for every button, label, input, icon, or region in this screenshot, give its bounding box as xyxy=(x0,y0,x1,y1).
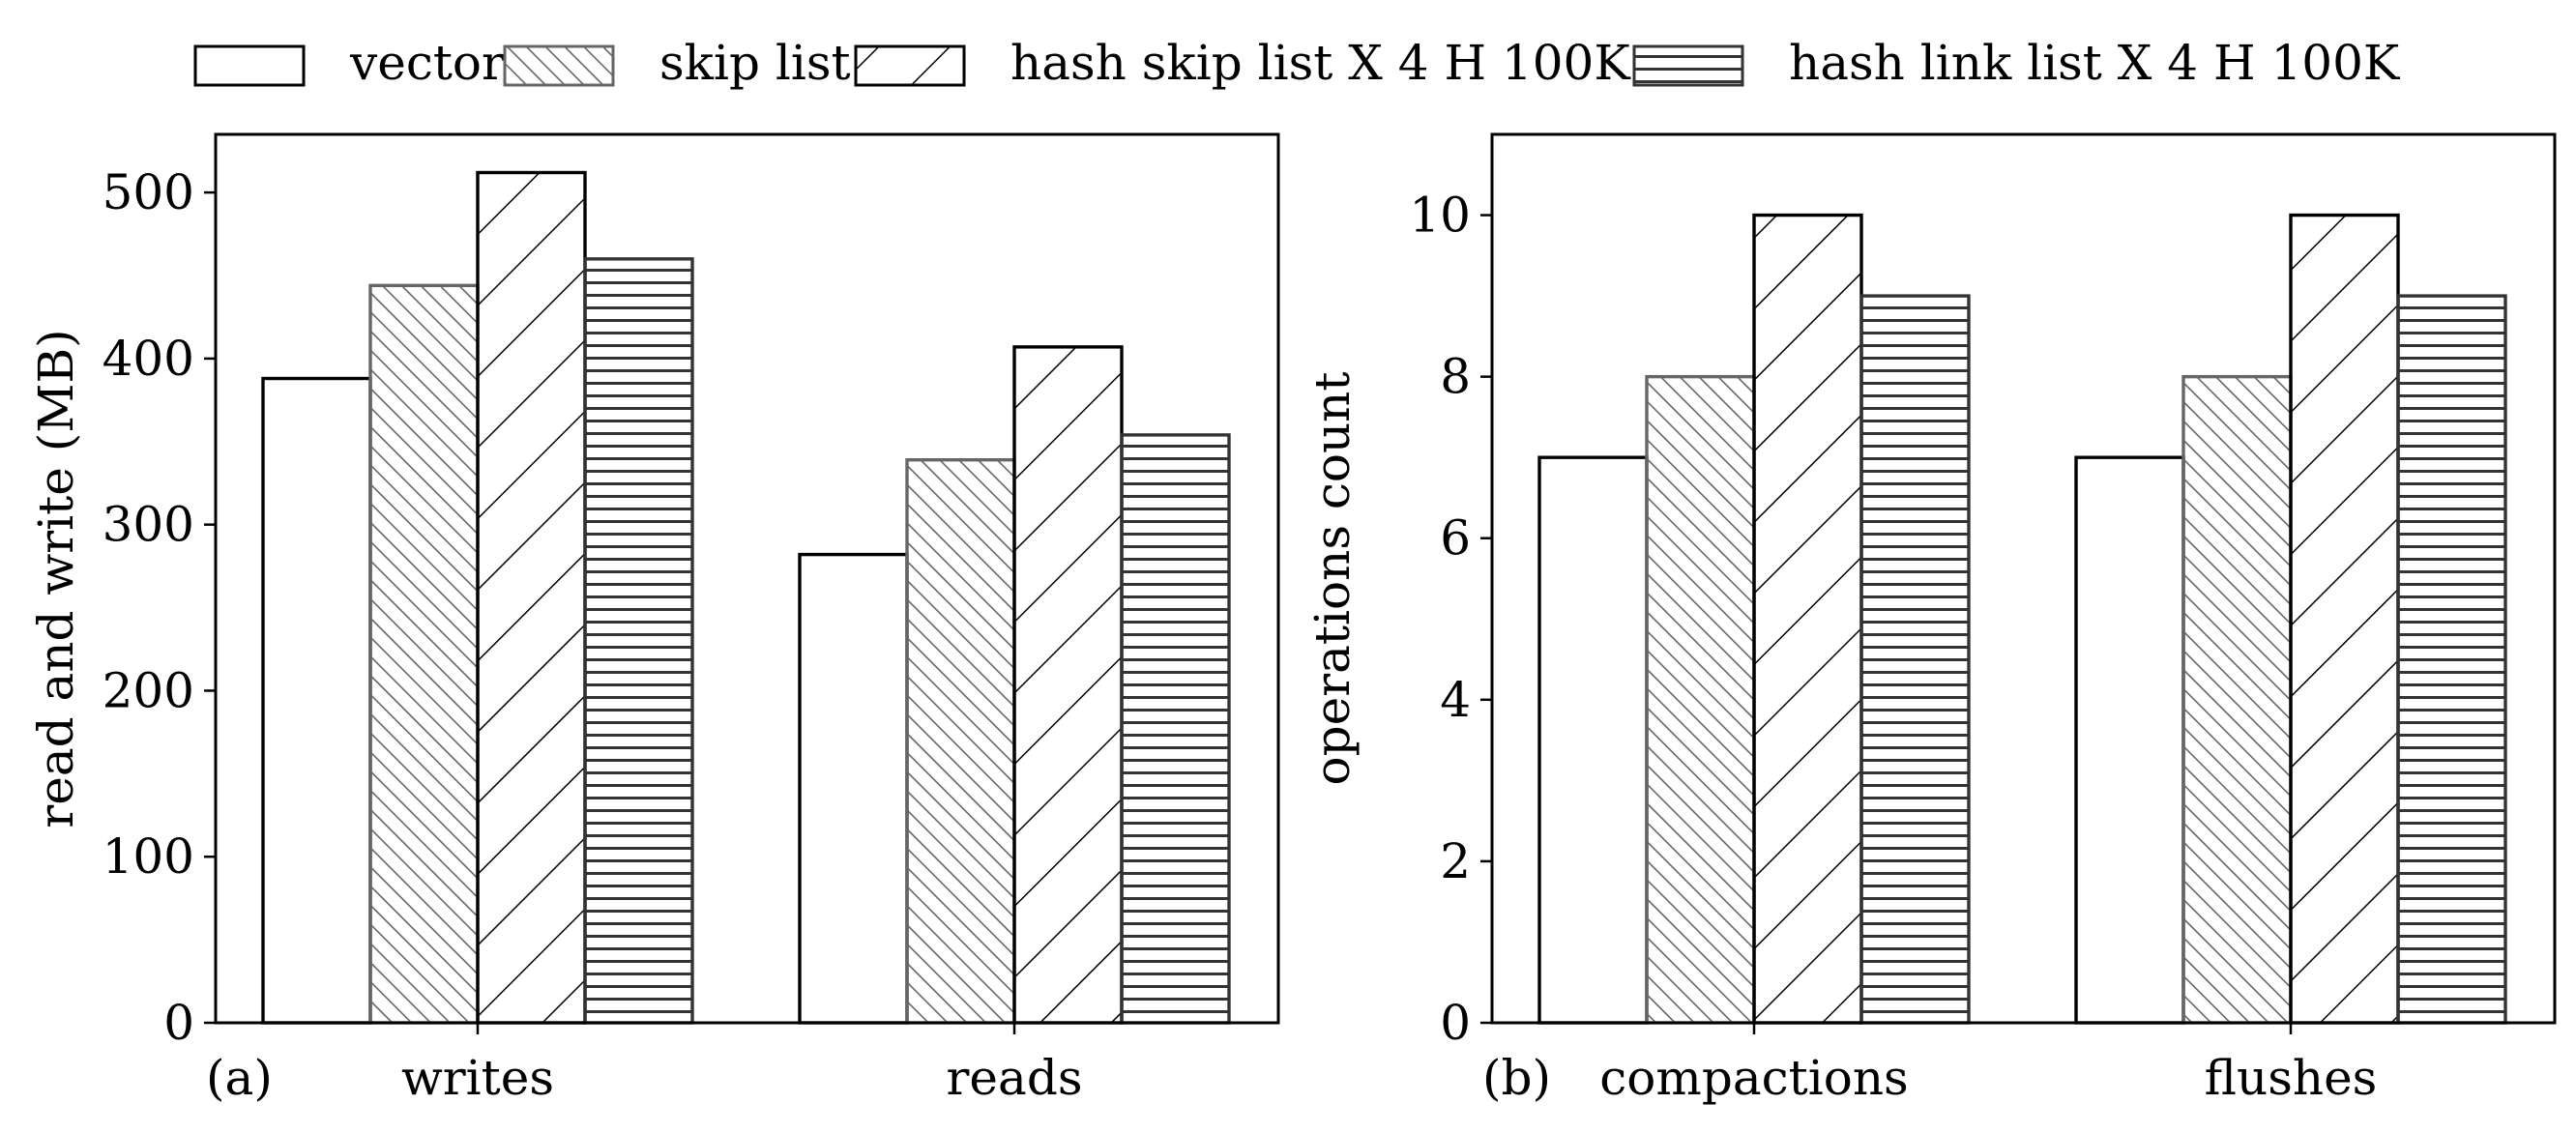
bar-writes-skip-list xyxy=(368,283,480,1025)
y-tick-label-400: 400 xyxy=(102,331,194,387)
legend-label-hash-link-list-x-4-h-100k: hash link list X 4 H 100K xyxy=(1789,35,2401,91)
category-label-flushes: flushes xyxy=(2205,1050,2378,1106)
bar-writes-hash-skip-list-x-4-h-100k xyxy=(476,170,587,1025)
category-label-compactions: compactions xyxy=(1599,1050,1908,1106)
bar-writes-vector xyxy=(261,376,372,1025)
y-tick-label-10: 10 xyxy=(1409,188,1471,244)
plot-frame xyxy=(214,132,1280,1025)
y-tick-label-4: 4 xyxy=(1440,672,1471,728)
legend-swatch-vector xyxy=(193,44,306,87)
panel-label: (a) xyxy=(206,1050,273,1106)
bar-compactions-vector xyxy=(1537,455,1649,1025)
y-tick-label-6: 6 xyxy=(1440,510,1471,566)
legend: vector skip list hash skip list X 4 H 100K… xyxy=(193,35,2401,91)
y-tick-label-100: 100 xyxy=(102,828,194,885)
bar-compactions-hash-link-list-x-4-h-100k xyxy=(1859,294,1971,1025)
y-tick-label-2: 2 xyxy=(1440,833,1471,889)
legend-label-hash-skip-list-x-4-h-100k: hash skip list X 4 H 100K xyxy=(1010,35,1631,91)
y-tick-label-0: 0 xyxy=(163,995,194,1051)
y-tick-label-300: 300 xyxy=(102,497,194,553)
panel-b: compactions flushes 0 2 4 6 8 10 operations coun… xyxy=(1304,132,2557,1106)
bar-flushes-skip-list xyxy=(2181,374,2293,1025)
bar-writes-hash-link-list-x-4-h-100k xyxy=(583,257,694,1025)
y-axis-label: read and write (MB) xyxy=(28,329,84,828)
bar-compactions-hash-skip-list-x-4-h-100k xyxy=(1752,213,1863,1025)
legend-label-vector: vector xyxy=(349,35,505,91)
y-tick-label-200: 200 xyxy=(102,662,194,718)
bar-compactions-skip-list xyxy=(1645,374,1756,1025)
bar-flushes-hash-skip-list-x-4-h-100k xyxy=(2289,213,2400,1025)
y-tick-label-8: 8 xyxy=(1440,349,1471,405)
legend-label-skip-list: skip list xyxy=(659,35,851,91)
legend-swatch-hash-link-list-x-4-h-100k xyxy=(1632,44,1744,87)
bar-reads-hash-skip-list-x-4-h-100k xyxy=(1012,345,1124,1025)
bar-flushes-vector xyxy=(2074,455,2185,1025)
category-label-writes: writes xyxy=(401,1050,554,1106)
legend-swatch-hash-skip-list-x-4-h-100k xyxy=(854,44,966,87)
bar-reads-skip-list xyxy=(905,457,1016,1025)
plot-frame xyxy=(1490,132,2557,1025)
y-axis-label: operations count xyxy=(1304,372,1361,786)
y-tick-label-500: 500 xyxy=(102,164,194,220)
bar-reads-hash-link-list-x-4-h-100k xyxy=(1120,433,1231,1025)
panel-label: (b) xyxy=(1482,1050,1551,1106)
panel-a: writes reads 0 100 200 300 400 500 read and writ… xyxy=(28,132,1280,1106)
bar-flushes-hash-link-list-x-4-h-100k xyxy=(2396,294,2507,1025)
category-label-reads: reads xyxy=(947,1050,1083,1106)
bar-reads-vector xyxy=(798,552,909,1025)
y-tick-label-0: 0 xyxy=(1440,995,1471,1051)
legend-swatch-skip-list xyxy=(503,44,615,87)
